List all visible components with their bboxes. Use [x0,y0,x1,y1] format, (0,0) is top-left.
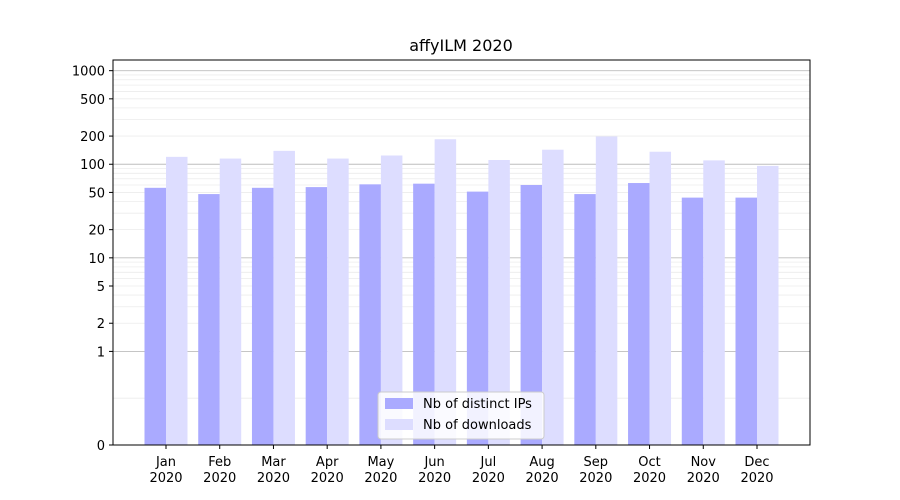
x-tick-label-month: Oct [638,455,660,470]
y-tick-label: 2 [97,317,105,332]
y-tick-label: 500 [80,93,105,108]
y-tick-label: 0 [97,439,105,454]
x-tick-label-month: Apr [316,455,339,470]
x-tick-label-month: May [367,455,394,470]
x-tick-label-year: 2020 [418,471,451,486]
y-tick-label: 100 [80,158,105,173]
bar-downloads [757,165,779,445]
x-tick-label-month: Sep [584,455,609,470]
bar-distinct-ips [520,185,543,445]
x-axis: Jan2020Feb2020Mar2020Apr2020May2020Jun20… [149,445,774,486]
chart-title: affyILM 2020 [409,36,513,55]
x-tick-label-year: 2020 [311,471,344,486]
bar-downloads [219,158,242,445]
bar-distinct-ips [574,194,596,445]
bar-downloads [595,136,618,445]
y-tick-label: 20 [88,224,105,239]
bar-downloads [703,160,725,445]
x-tick-label-month: Jul [480,455,497,470]
x-tick-label-year: 2020 [633,471,666,486]
bar-downloads [380,155,403,445]
x-tick-label-year: 2020 [526,471,559,486]
x-tick-label-month: Jun [423,455,444,470]
bar-distinct-ips [305,187,328,445]
bar-distinct-ips [735,197,757,445]
x-tick-label-year: 2020 [472,471,505,486]
bar-downloads [434,139,457,445]
legend: Nb of distinct IPs Nb of downloads [377,391,545,440]
x-tick-label-year: 2020 [149,471,182,486]
y-tick-label: 1000 [72,65,105,80]
x-tick-label-year: 2020 [579,471,612,486]
bar-distinct-ips [681,197,704,445]
x-tick-label-year: 2020 [203,471,236,486]
x-tick-label-month: Aug [529,455,554,470]
x-tick-label-year: 2020 [257,471,290,486]
y-tick-label: 10 [88,252,105,267]
bar-downloads [542,149,564,445]
bar-distinct-ips [466,191,489,445]
bar-downloads [273,150,295,445]
bars [144,136,779,446]
bar-downloads [166,156,188,446]
legend-swatch-downloads [385,419,413,430]
bar-distinct-ips [413,183,435,445]
y-tick-label: 50 [88,186,105,201]
x-tick-label-year: 2020 [740,471,773,486]
x-tick-label-month: Mar [261,455,286,470]
x-tick-label-month: Feb [208,455,231,470]
legend-swatch-ips [385,398,413,409]
bar-distinct-ips [251,187,274,445]
legend-box [377,391,545,440]
bar-downloads [649,151,672,445]
y-axis: 0 1 2 5 10 20 50 100 200 500 1000 [72,65,113,454]
legend-label-downloads: Nb of downloads [423,418,532,433]
bar-distinct-ips [628,183,650,446]
legend-label-ips: Nb of distinct IPs [423,397,532,412]
bar-downloads [488,160,510,445]
y-tick-label: 200 [80,130,105,145]
y-tick-label: 5 [97,280,105,295]
x-tick-label-month: Jan [155,455,176,470]
plot-frame [112,59,811,446]
x-tick-label-year: 2020 [687,471,720,486]
x-tick-label-month: Nov [691,455,717,470]
bar-distinct-ips [359,184,381,445]
bar-distinct-ips [144,187,166,445]
x-tick-label-month: Dec [744,455,769,470]
x-tick-label-year: 2020 [364,471,397,486]
y-tick-label: 1 [97,345,105,360]
bar-distinct-ips [198,194,220,445]
bar-downloads [327,158,349,445]
